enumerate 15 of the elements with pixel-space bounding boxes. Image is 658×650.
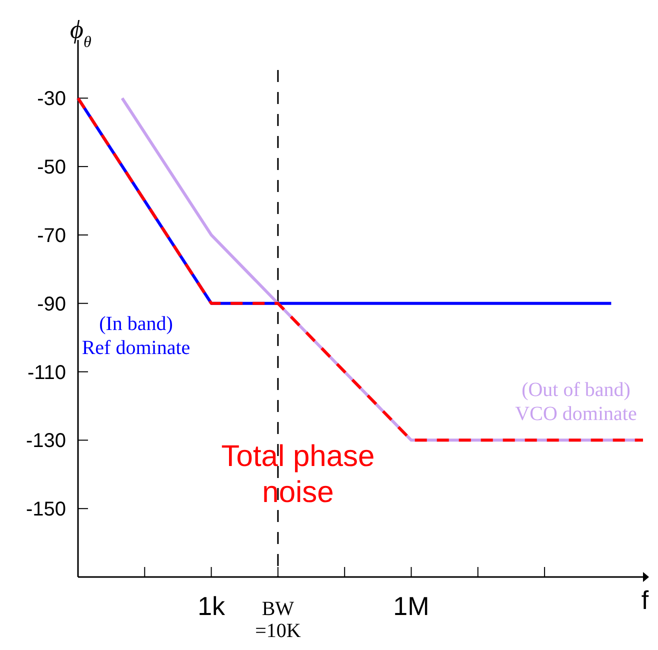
y-tick-label: -130 bbox=[26, 430, 66, 452]
y-tick-label: -150 bbox=[26, 498, 66, 521]
y-tick-label: -70 bbox=[37, 224, 66, 247]
annotation: Total phase noise bbox=[221, 440, 375, 509]
y-tick-label: -30 bbox=[37, 88, 66, 110]
series-label: (Out of band) VCO dominate bbox=[515, 379, 637, 425]
series-label: (In band) Ref dominate bbox=[82, 313, 190, 359]
x-axis-title: f bbox=[641, 585, 650, 615]
y-tick-label: -110 bbox=[27, 362, 66, 384]
x-tick-label: 1k bbox=[198, 591, 226, 621]
x-tick-label: 1M bbox=[393, 591, 430, 621]
y-tick-label: -90 bbox=[37, 293, 66, 316]
x-tick-label: BW =10K bbox=[255, 598, 302, 642]
y-tick-label: -50 bbox=[37, 156, 66, 179]
y-axis-title: ϕ$_{θ}$ bbox=[70, 15, 92, 50]
